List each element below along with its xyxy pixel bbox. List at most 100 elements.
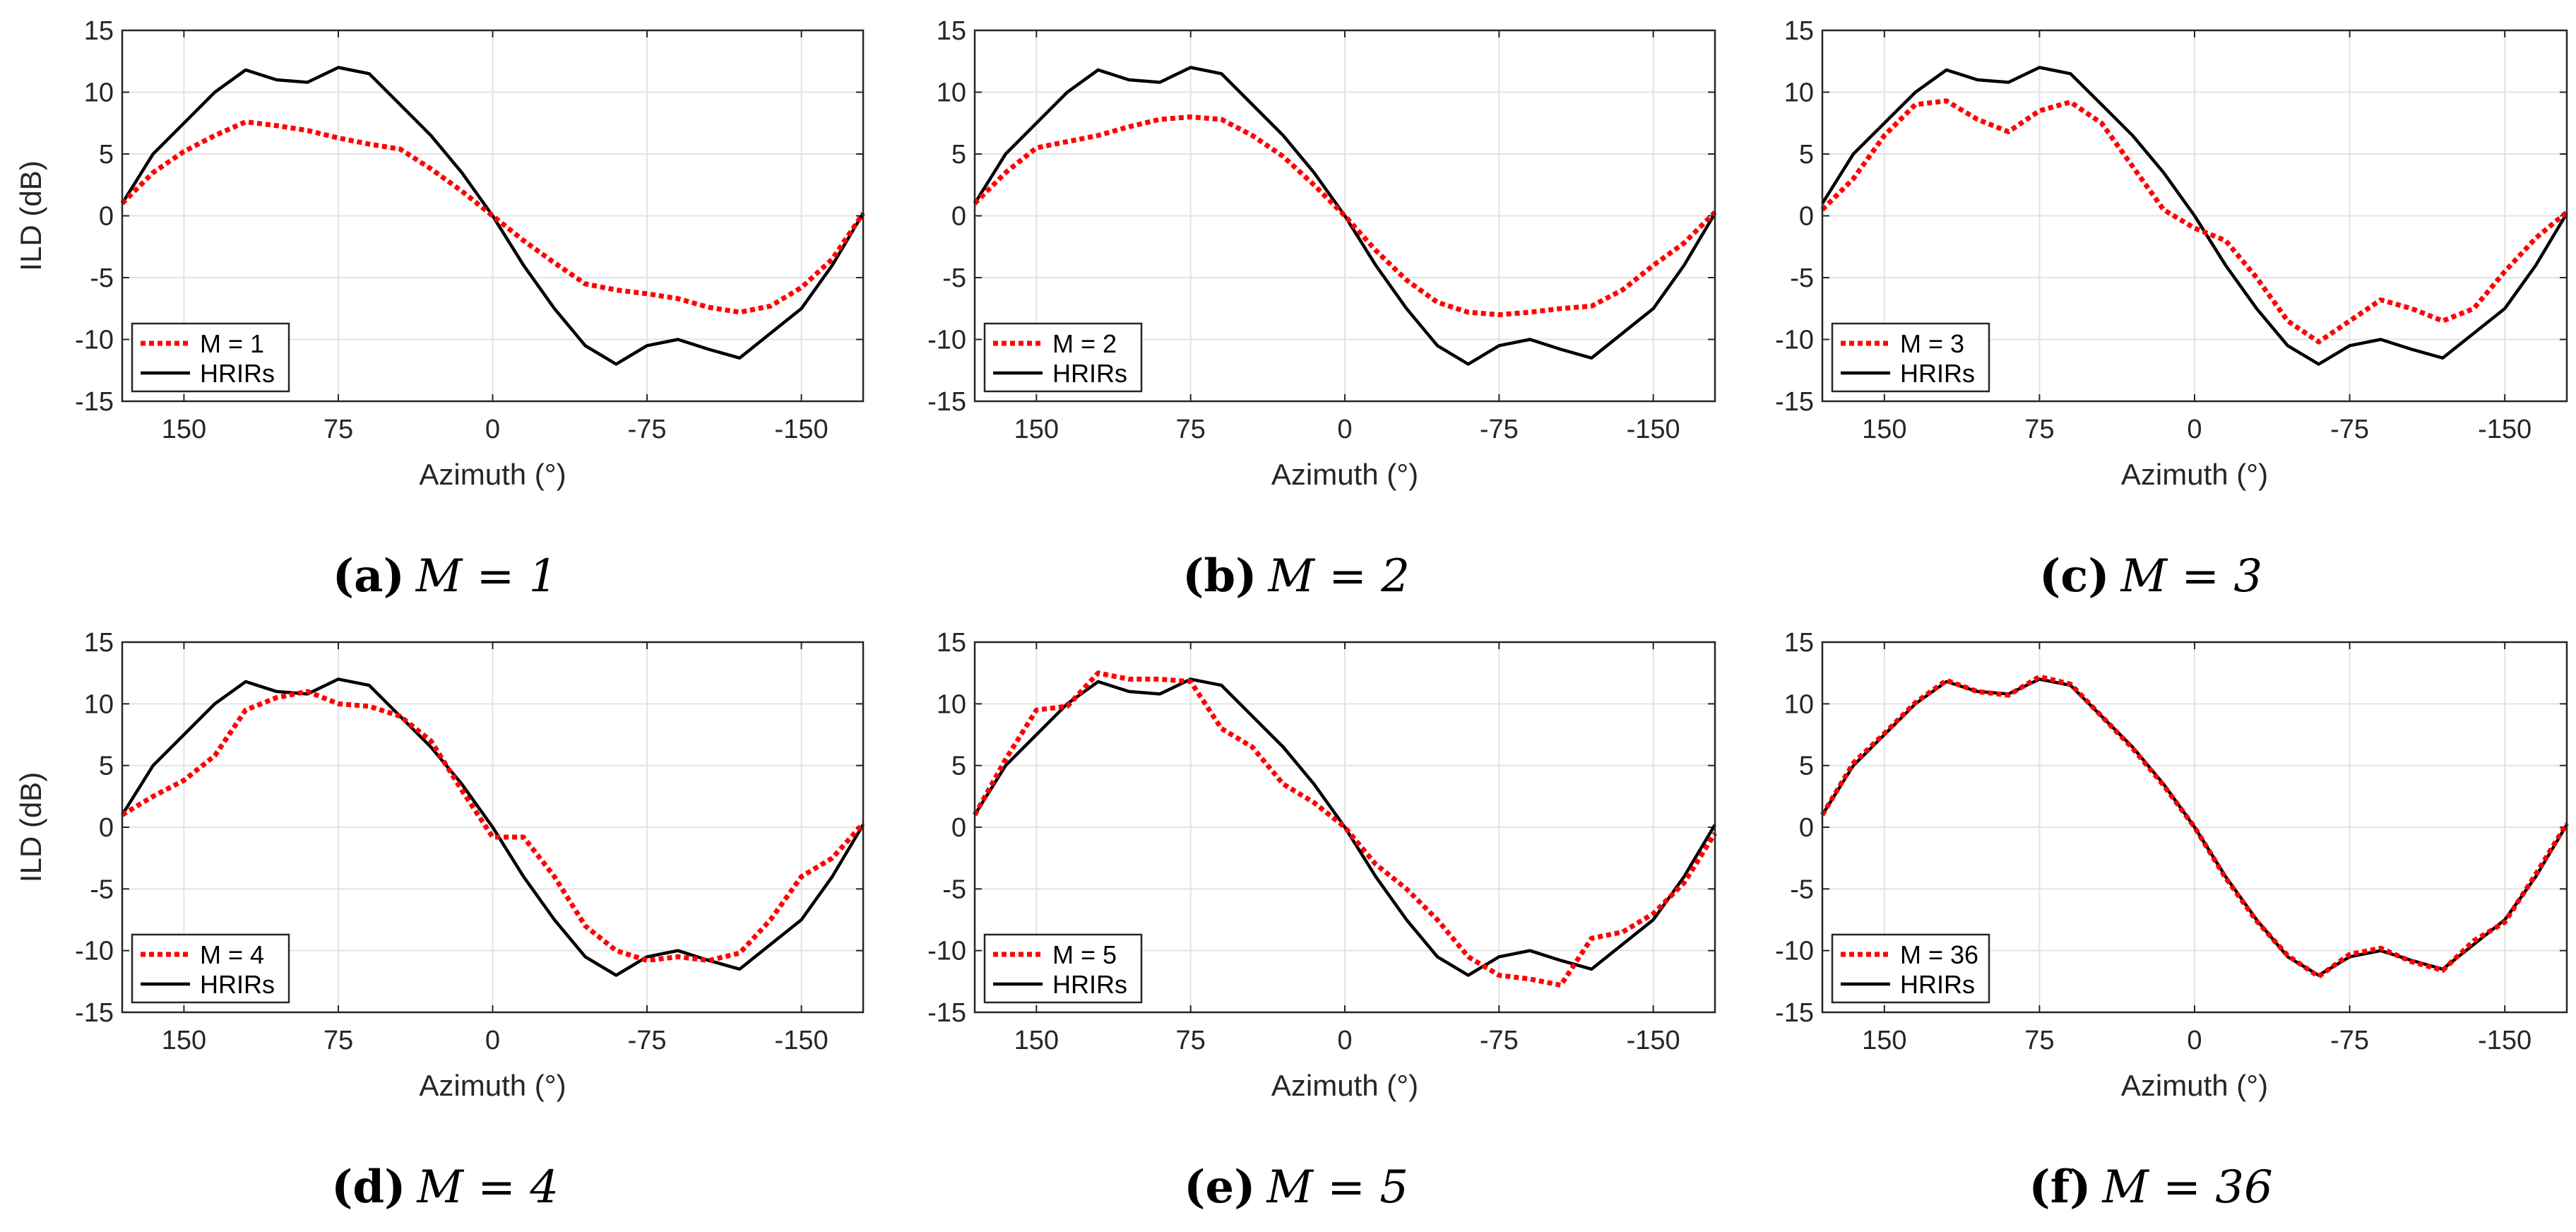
caption-label: (b) — [1182, 550, 1257, 603]
x-tick-label: 75 — [2024, 415, 2054, 444]
axes-box — [121, 641, 865, 1014]
legend-box — [131, 322, 290, 393]
x-axis-label: Azimuth (°) — [419, 458, 566, 491]
axes-box — [973, 641, 1716, 1014]
legend-label: M = 36 — [1900, 940, 1978, 969]
x-tick-label: -150 — [2478, 415, 2532, 444]
x-tick-label: 0 — [1337, 415, 1352, 444]
caption-math: M = 1 — [415, 550, 558, 603]
legend-label: HRIRs — [1900, 970, 1975, 999]
y-tick-label: -5 — [942, 263, 966, 293]
series-model-line — [1820, 98, 2569, 345]
caption-math: M = 5 — [1266, 1161, 1408, 1214]
y-tick-label: -15 — [927, 387, 966, 417]
x-tick-label: 150 — [1014, 415, 1059, 444]
x-tick-label: 0 — [2187, 415, 2202, 444]
y-tick-label: 5 — [1799, 752, 1814, 781]
series-hrir-line — [1821, 66, 2568, 366]
axes-box — [121, 29, 865, 403]
y-tick-label: -10 — [75, 937, 114, 966]
x-tick-label: -75 — [628, 415, 667, 444]
x-tick-label: 75 — [1176, 415, 1206, 444]
caption-label: (e) — [1184, 1161, 1255, 1214]
panel-caption: (a) M = 1 — [333, 550, 558, 603]
x-tick-label: 75 — [324, 415, 353, 444]
x-tick-label: 0 — [485, 1026, 500, 1055]
x-axis-label: Azimuth (°) — [2121, 1069, 2268, 1102]
x-tick-label: -75 — [2330, 1026, 2369, 1055]
panel-caption: (b) M = 2 — [1182, 550, 1410, 603]
y-tick-label: 5 — [99, 752, 114, 781]
y-tick-label: 15 — [1784, 16, 1814, 46]
y-tick-label: -5 — [90, 875, 114, 904]
y-axis-label: ILD (dB) — [14, 772, 47, 882]
x-axis-label: Azimuth (°) — [2121, 458, 2268, 491]
x-tick-label: 150 — [162, 1026, 206, 1055]
panel-b: 150 75 0 -75 -150 15 10 5 0 -5 -10 -15 Azimuth (°) M … — [927, 16, 1717, 603]
x-tick-label: -75 — [628, 1026, 667, 1055]
legend-label: HRIRs — [1052, 970, 1127, 999]
y-tick-label: -10 — [1775, 326, 1814, 355]
caption-math: M = 2 — [1267, 550, 1410, 603]
x-tick-label: -150 — [775, 415, 829, 444]
legend-label: M = 2 — [1052, 329, 1117, 358]
legend-label: M = 4 — [200, 940, 264, 969]
y-tick-label: 5 — [1799, 140, 1814, 170]
x-tick-label: -75 — [1480, 1026, 1519, 1055]
y-axis-label: ILD (dB) — [14, 160, 47, 271]
x-tick-label: -75 — [2330, 415, 2369, 444]
x-tick-label: 0 — [2187, 1026, 2202, 1055]
x-axis-label: Azimuth (°) — [1271, 458, 1418, 491]
legend-label: M = 3 — [1900, 329, 1964, 358]
series-hrir-line — [121, 677, 865, 977]
y-tick-label: 5 — [951, 752, 966, 781]
y-tick-label: -10 — [75, 326, 114, 355]
x-tick-label: 150 — [1014, 1026, 1059, 1055]
y-tick-label: 5 — [99, 140, 114, 170]
series-model-line — [972, 670, 1717, 988]
x-axis-label: Azimuth (°) — [1271, 1069, 1418, 1102]
x-tick-label: 75 — [324, 1026, 353, 1055]
x-tick-label: 150 — [162, 415, 206, 444]
legend-box — [131, 933, 290, 1004]
y-tick-label: 15 — [84, 16, 114, 46]
y-tick-label: 10 — [1784, 689, 1814, 719]
panel-f: 150 75 0 -75 -150 15 10 5 0 -5 -10 -15 Azimuth (°) M … — [1775, 628, 2569, 1214]
y-tick-label: 10 — [937, 78, 966, 108]
y-tick-label: 15 — [937, 16, 966, 46]
caption-math: M = 36 — [2101, 1161, 2272, 1214]
legend-box — [983, 933, 1143, 1004]
series-model-line — [1820, 674, 2569, 979]
series-model-line — [973, 114, 1717, 317]
panel-a: 150 75 0 -75 -150 15 10 5 0 -5 -10 -15 Azimuth (°) IL… — [14, 16, 865, 603]
y-tick-label: 0 — [1799, 813, 1814, 843]
x-tick-label: -75 — [1480, 415, 1519, 444]
legend-label: M = 1 — [200, 329, 264, 358]
axes-box — [973, 29, 1716, 403]
x-tick-label: -150 — [2478, 1026, 2532, 1055]
y-tick-label: -10 — [927, 937, 966, 966]
x-tick-label: 75 — [2024, 1026, 2054, 1055]
caption-label: (c) — [2039, 550, 2110, 603]
y-tick-label: -15 — [75, 387, 114, 417]
x-tick-label: -150 — [775, 1026, 829, 1055]
x-tick-label: 150 — [1862, 415, 1906, 444]
y-tick-label: 10 — [937, 689, 966, 719]
series-hrir-line — [121, 66, 865, 366]
y-tick-label: 0 — [951, 813, 966, 843]
series-hrir-line — [973, 66, 1716, 366]
panel-caption: (c) M = 3 — [2039, 550, 2262, 603]
caption-label: (a) — [333, 550, 405, 603]
legend-box — [1831, 933, 1990, 1004]
legend-box — [983, 322, 1143, 393]
panel-d: 150 75 0 -75 -150 15 10 5 0 -5 -10 -15 Azimuth (°) IL… — [14, 628, 865, 1214]
y-tick-label: -10 — [1775, 937, 1814, 966]
panel-caption: (f) M = 36 — [2029, 1161, 2272, 1214]
y-tick-label: 5 — [951, 140, 966, 170]
x-tick-label: 75 — [1176, 1026, 1206, 1055]
legend-box — [1831, 322, 1990, 393]
y-tick-label: 15 — [937, 628, 966, 658]
axes-box — [1821, 641, 2568, 1014]
panel-c: 150 75 0 -75 -150 15 10 5 0 -5 -10 -15 Azimuth (°) M … — [1775, 16, 2569, 603]
